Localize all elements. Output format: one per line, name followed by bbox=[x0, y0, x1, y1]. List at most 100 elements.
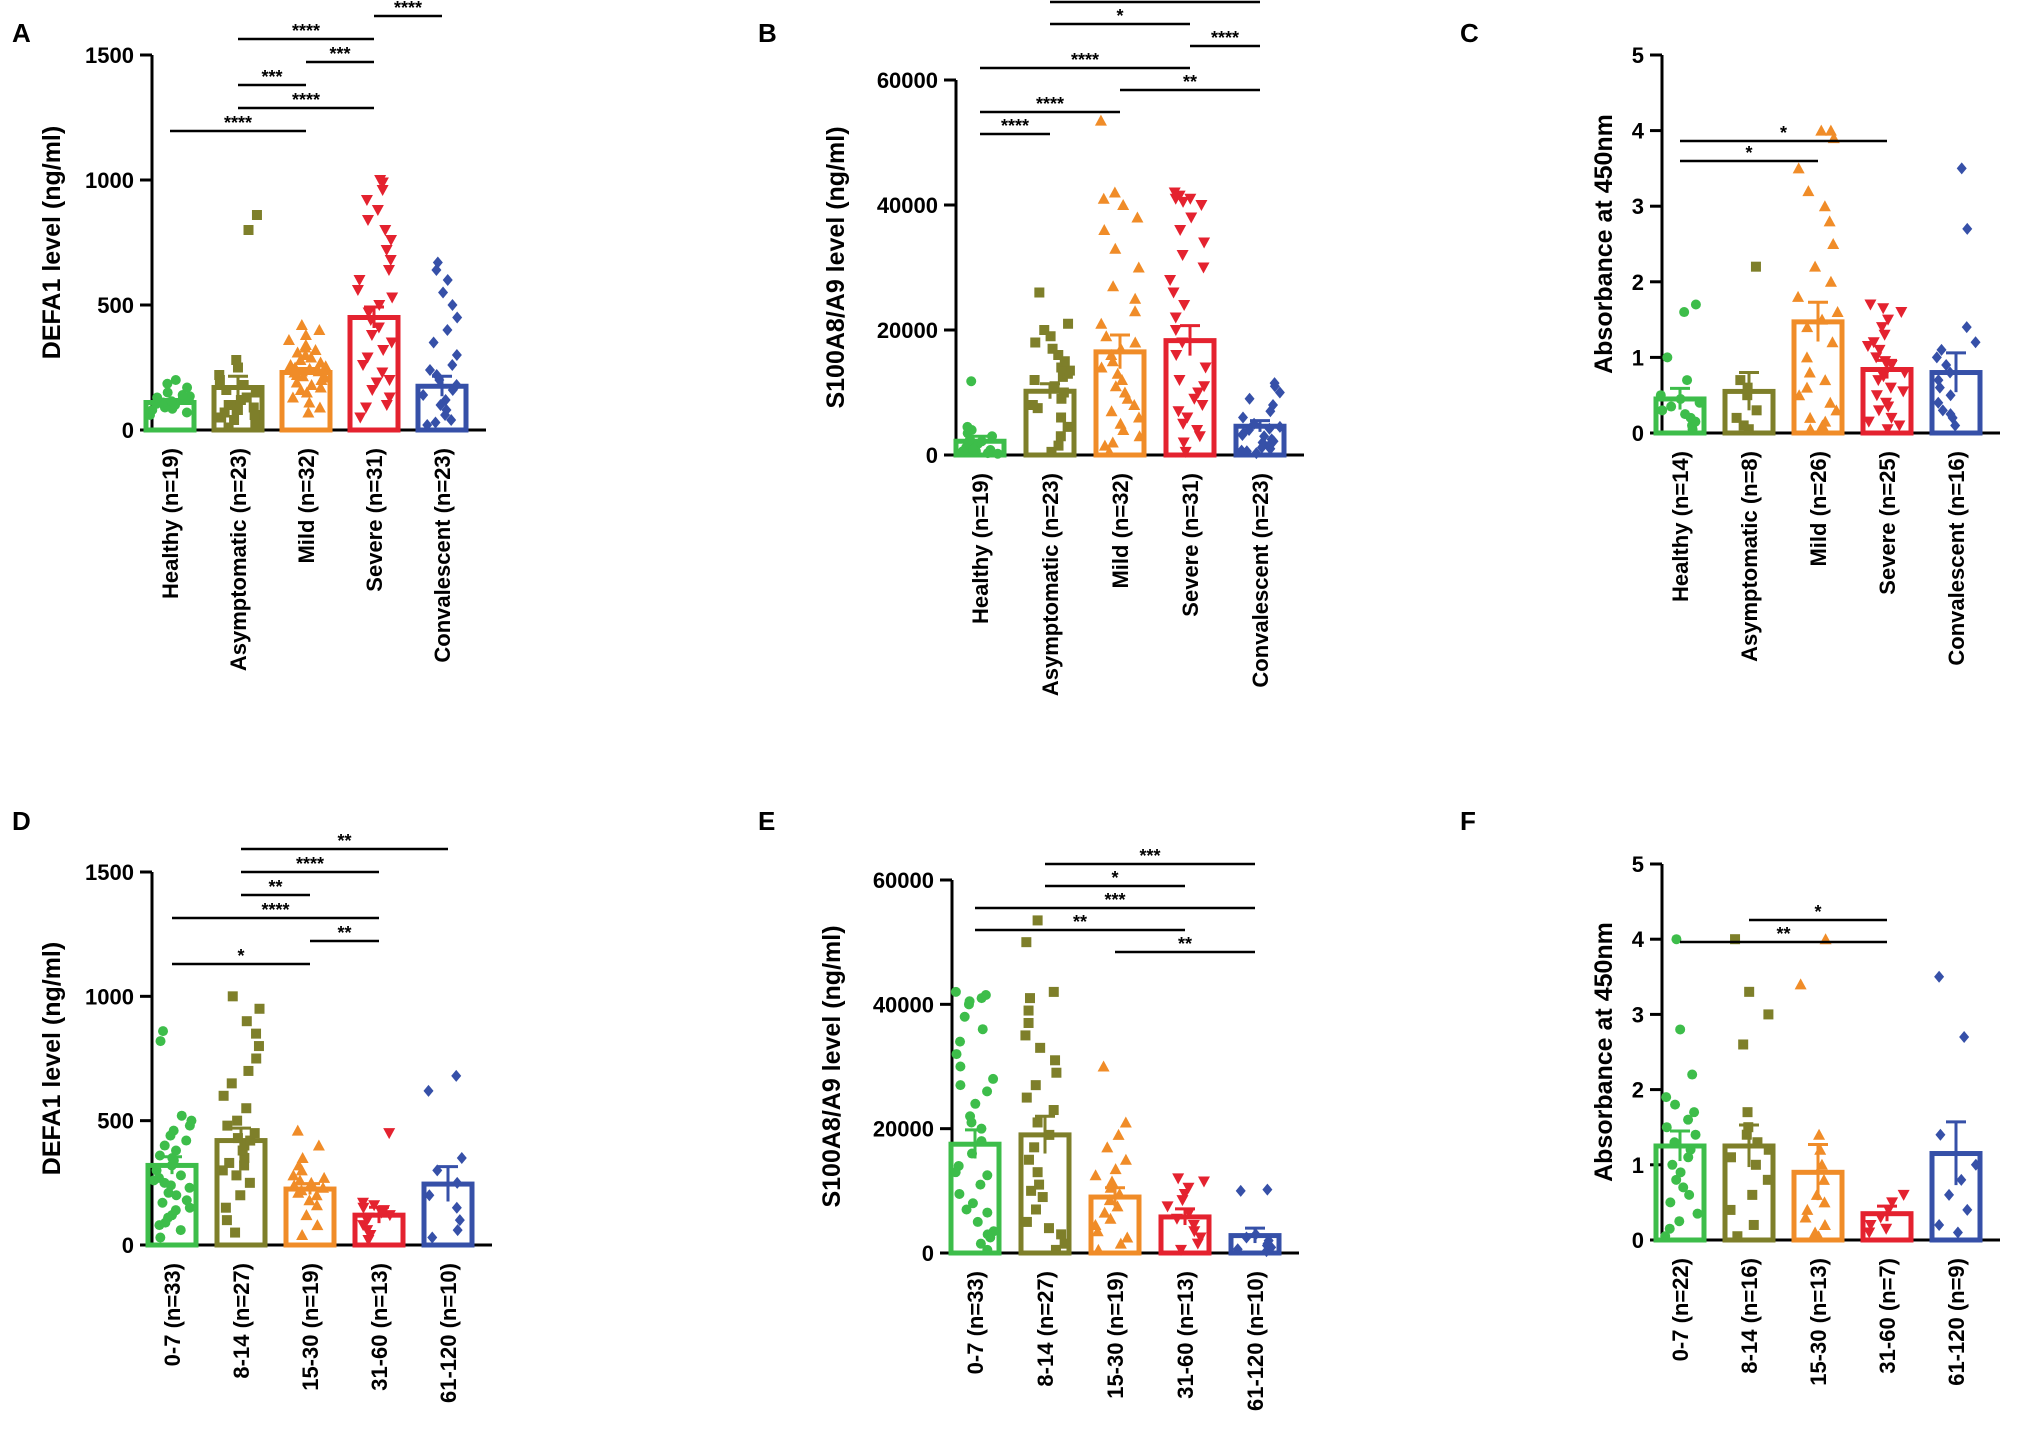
data-point bbox=[1048, 1105, 1059, 1116]
data-point bbox=[1817, 1173, 1830, 1185]
data-point bbox=[250, 387, 261, 398]
data-point bbox=[1193, 431, 1206, 443]
significance-label: ** bbox=[1183, 72, 1197, 92]
data-point bbox=[220, 1202, 231, 1213]
x-tick-label: Healthy (n=19) bbox=[968, 473, 993, 624]
data-point bbox=[1816, 313, 1829, 325]
data-point bbox=[456, 1151, 467, 1164]
data-point bbox=[1657, 405, 1668, 416]
data-point bbox=[1098, 224, 1111, 235]
data-point bbox=[243, 1065, 254, 1076]
data-point bbox=[1823, 215, 1836, 227]
data-point bbox=[1097, 1060, 1110, 1072]
data-point bbox=[1185, 212, 1198, 224]
data-point bbox=[1933, 374, 1944, 387]
data-point bbox=[1809, 1226, 1822, 1238]
data-point bbox=[1132, 261, 1145, 273]
data-point bbox=[1802, 185, 1815, 197]
significance-label: **** bbox=[261, 900, 289, 920]
data-point bbox=[1176, 1195, 1189, 1207]
data-point bbox=[223, 400, 234, 410]
data-point bbox=[1021, 1216, 1032, 1227]
data-point bbox=[1244, 424, 1255, 436]
data-point bbox=[1104, 1181, 1117, 1193]
data-point bbox=[428, 336, 439, 349]
data-point bbox=[1100, 330, 1113, 342]
data-point bbox=[1952, 1226, 1963, 1239]
data-point bbox=[1884, 382, 1897, 394]
x-tick-label: 31-60 (n=7) bbox=[1875, 1258, 1900, 1374]
data-point bbox=[438, 286, 449, 299]
data-point bbox=[1962, 1203, 1973, 1216]
x-tick-label: Severe (n=31) bbox=[362, 448, 387, 592]
data-point bbox=[303, 1194, 316, 1206]
data-point bbox=[1106, 436, 1119, 448]
data-point bbox=[231, 355, 242, 365]
data-point bbox=[1032, 1117, 1043, 1128]
y-tick-label: 1 bbox=[1632, 345, 1644, 370]
data-point bbox=[1970, 336, 1981, 349]
data-point bbox=[1879, 356, 1892, 368]
data-point bbox=[1023, 1154, 1034, 1165]
data-point bbox=[1095, 361, 1108, 373]
data-point bbox=[1164, 275, 1177, 286]
data-point bbox=[1029, 375, 1040, 385]
data-point bbox=[288, 1179, 301, 1191]
data-point bbox=[1169, 325, 1182, 336]
data-point bbox=[966, 1148, 977, 1159]
data-point bbox=[1962, 222, 1973, 235]
data-point bbox=[1095, 317, 1108, 329]
data-point bbox=[1172, 406, 1185, 418]
data-point bbox=[1864, 1219, 1877, 1231]
data-point bbox=[1959, 1030, 1970, 1043]
panel-e: E 0 20000 40000 60000 S100A8/A9 level (ng/ml)… bbox=[758, 806, 1299, 1411]
data-point bbox=[239, 1160, 250, 1171]
data-point bbox=[284, 359, 297, 370]
y-tick-label: 40000 bbox=[873, 992, 934, 1017]
data-point bbox=[1037, 1192, 1048, 1203]
data-point bbox=[966, 1117, 977, 1128]
data-point bbox=[1664, 1223, 1675, 1234]
data-point bbox=[447, 359, 458, 371]
data-point bbox=[1936, 343, 1947, 356]
data-point bbox=[1810, 1188, 1823, 1200]
data-point bbox=[1128, 399, 1141, 410]
data-point bbox=[1111, 367, 1124, 379]
significance-label: **** bbox=[1001, 116, 1029, 136]
data-point bbox=[1801, 321, 1814, 333]
data-point bbox=[964, 996, 975, 1007]
significance-label: ** bbox=[1178, 934, 1192, 954]
data-point bbox=[1819, 374, 1832, 386]
data-point bbox=[1121, 392, 1134, 404]
data-point bbox=[1161, 1201, 1174, 1213]
data-point bbox=[1750, 1159, 1761, 1170]
data-point bbox=[1675, 393, 1686, 404]
data-point bbox=[1129, 336, 1142, 348]
data-point bbox=[171, 1190, 182, 1201]
significance-label: ** bbox=[268, 877, 282, 897]
data-point bbox=[454, 1214, 465, 1227]
data-point bbox=[232, 1133, 243, 1144]
data-point bbox=[432, 256, 443, 269]
data-point bbox=[386, 292, 399, 304]
data-point bbox=[1114, 1237, 1127, 1249]
data-point bbox=[1106, 355, 1119, 367]
data-point bbox=[1034, 1179, 1045, 1190]
data-point bbox=[1675, 1024, 1686, 1035]
data-point bbox=[1043, 1223, 1054, 1234]
significance-label: *** bbox=[1139, 846, 1160, 866]
data-point bbox=[300, 1209, 313, 1221]
data-point bbox=[980, 990, 991, 1001]
data-point bbox=[1818, 200, 1831, 212]
data-point bbox=[251, 1028, 262, 1039]
data-point bbox=[380, 400, 393, 411]
data-point bbox=[361, 352, 374, 364]
data-point bbox=[175, 1170, 186, 1181]
y-tick-label: 1500 bbox=[85, 43, 134, 68]
data-point bbox=[1945, 408, 1956, 421]
data-point bbox=[1882, 314, 1895, 326]
data-point bbox=[379, 225, 392, 236]
data-point bbox=[451, 1201, 462, 1214]
data-point bbox=[1182, 1182, 1195, 1194]
